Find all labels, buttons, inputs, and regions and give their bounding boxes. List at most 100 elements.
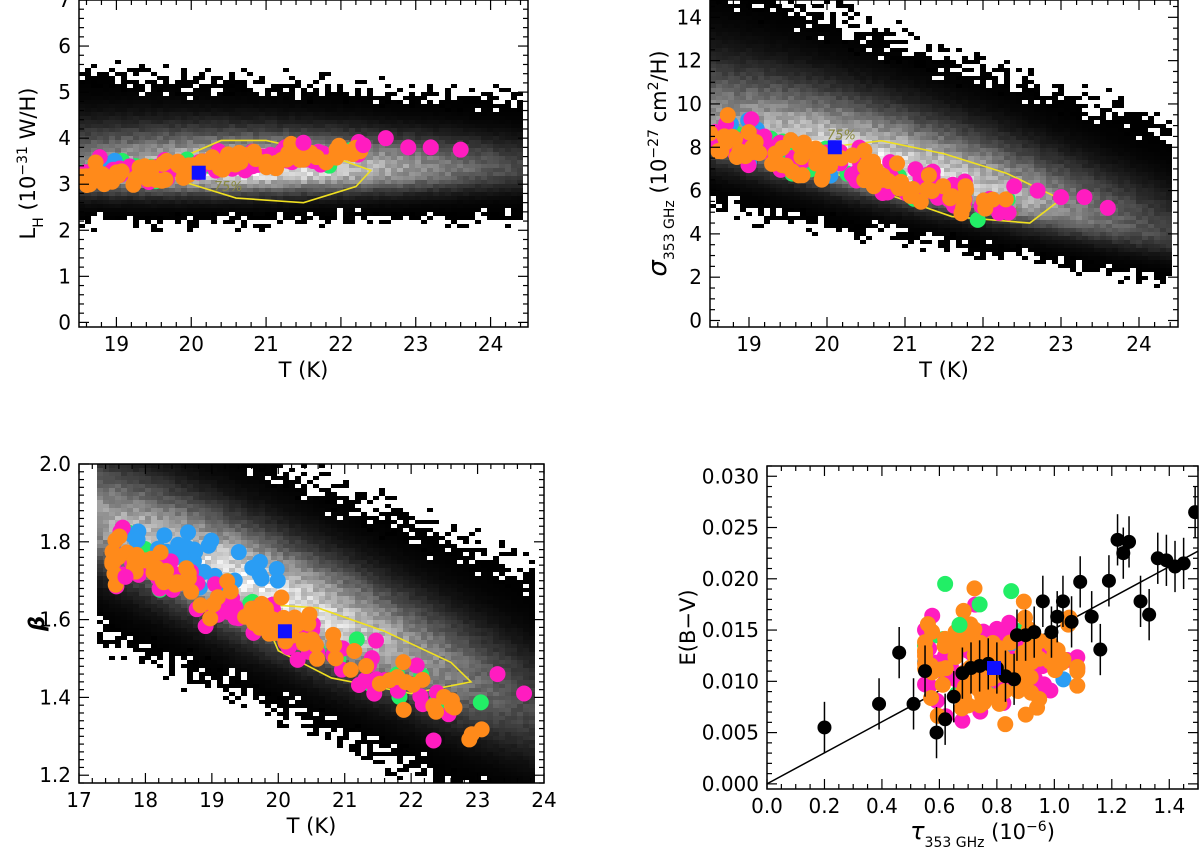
x-tick-label: 0.8 xyxy=(981,794,1013,818)
median-marker xyxy=(828,140,842,154)
y-tick-label: 14 xyxy=(677,5,702,29)
x-tick-label: 24 xyxy=(531,788,556,812)
point-orange xyxy=(296,152,312,168)
y-tick-label: 5 xyxy=(58,80,71,104)
point-pink xyxy=(453,142,469,158)
binned-point xyxy=(1102,574,1116,588)
x-tick-label: 0.6 xyxy=(923,794,955,818)
y-tick-label: 6 xyxy=(58,34,71,58)
point-green xyxy=(473,694,489,710)
x-tick-label: 22 xyxy=(328,332,353,356)
point-orange xyxy=(204,149,220,165)
x-axis-label: τ353 GHz (10−6) xyxy=(910,817,1055,851)
point-pink xyxy=(357,672,373,688)
binned-point xyxy=(1007,672,1021,686)
point-orange xyxy=(891,180,907,196)
point-orange xyxy=(967,580,983,596)
point-orange xyxy=(1016,594,1032,610)
x-tick-label: 24 xyxy=(1126,332,1151,356)
point-orange xyxy=(720,107,736,123)
median-marker xyxy=(278,624,292,638)
plot-area: 75% xyxy=(97,464,535,784)
y-tick-label: 0.005 xyxy=(702,721,759,745)
point-orange xyxy=(301,607,317,623)
x-tick-label: 20 xyxy=(814,332,839,356)
point-blue xyxy=(254,571,270,587)
point-orange xyxy=(260,614,276,630)
binned-point xyxy=(1044,625,1058,639)
point-orange xyxy=(325,627,341,643)
y-axis-label: σ353 GHz (10−27 cm2/H) xyxy=(643,50,678,276)
x-tick-label: 17 xyxy=(66,788,91,812)
point-orange xyxy=(246,144,262,160)
x-tick-label: 19 xyxy=(736,332,761,356)
point-orange xyxy=(170,576,186,592)
point-orange xyxy=(237,609,253,625)
point-pink xyxy=(400,139,416,155)
y-tick-label: 4 xyxy=(58,126,71,150)
point-orange xyxy=(945,638,961,654)
point-orange xyxy=(343,662,359,678)
point-green xyxy=(937,576,953,592)
point-orange xyxy=(328,150,344,166)
x-tick-label: 0.4 xyxy=(866,794,898,818)
x-tick-label: 19 xyxy=(199,788,224,812)
point-pink xyxy=(1076,189,1092,205)
x-tick-label: 24 xyxy=(478,332,503,356)
point-orange xyxy=(958,178,974,194)
point-orange xyxy=(889,155,905,171)
y-tick-label: 3 xyxy=(58,172,71,196)
y-tick-label: 1.4 xyxy=(39,685,71,709)
binned-point xyxy=(1050,610,1064,624)
point-orange xyxy=(296,636,312,652)
point-orange xyxy=(170,157,186,173)
point-pink xyxy=(1100,200,1116,216)
point-orange xyxy=(866,178,882,194)
point-orange xyxy=(444,692,460,708)
binned-point xyxy=(892,646,906,660)
plot-area: 75% xyxy=(71,60,523,232)
point-orange xyxy=(110,549,126,565)
y-tick-label: 2.0 xyxy=(39,452,71,476)
y-tick-label: 1.2 xyxy=(39,763,71,787)
point-orange xyxy=(107,532,123,548)
contour-label: 75% xyxy=(214,180,243,195)
y-axis-label: β xyxy=(25,616,49,632)
point-orange xyxy=(935,677,951,693)
point-orange xyxy=(328,650,344,666)
point-orange xyxy=(718,134,734,150)
point-orange xyxy=(1069,678,1085,694)
y-tick-label: 10 xyxy=(677,92,702,116)
plot-area: 75%75% xyxy=(702,0,1172,288)
x-tick-label: 20 xyxy=(179,332,204,356)
point-blue xyxy=(201,538,217,554)
point-orange xyxy=(905,181,921,197)
point-green xyxy=(952,617,968,633)
x-tick-label: 18 xyxy=(133,788,158,812)
x-tick-label: 0.2 xyxy=(809,794,841,818)
x-tick-label: 23 xyxy=(465,788,490,812)
y-tick-label: 0.015 xyxy=(702,618,759,642)
point-orange xyxy=(774,157,790,173)
binned-point xyxy=(1073,575,1087,589)
plot-area xyxy=(767,487,1200,784)
point-orange xyxy=(856,143,872,159)
point-orange xyxy=(114,163,130,179)
point-pink xyxy=(1030,183,1046,199)
point-orange xyxy=(920,616,936,632)
point-pink xyxy=(426,732,442,748)
y-tick-label: 4 xyxy=(689,222,702,246)
point-orange xyxy=(822,158,838,174)
y-tick-label: 6 xyxy=(689,179,702,203)
point-orange xyxy=(193,597,209,613)
x-tick-label: 23 xyxy=(1048,332,1073,356)
point-pink xyxy=(490,666,506,682)
median-marker xyxy=(987,661,1001,675)
point-pink xyxy=(296,135,312,151)
point-orange xyxy=(1069,663,1085,679)
point-pink xyxy=(409,657,425,673)
y-tick-label: 0.025 xyxy=(702,516,759,540)
